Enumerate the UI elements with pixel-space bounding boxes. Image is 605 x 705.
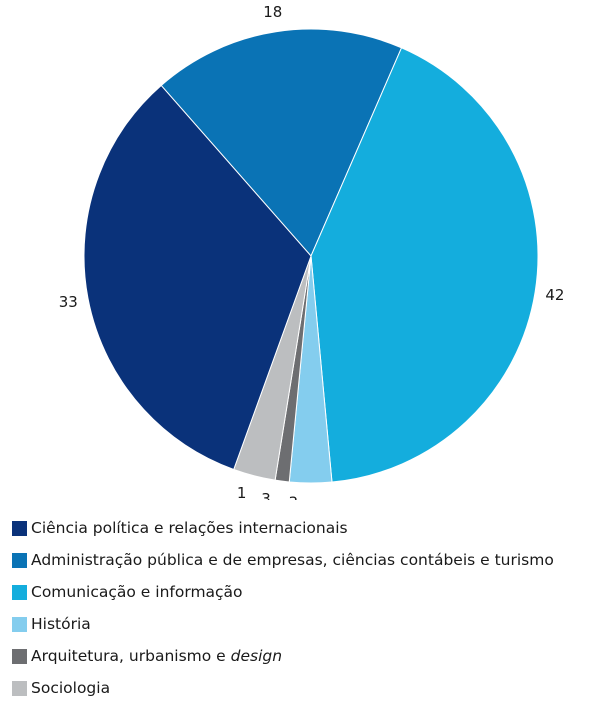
legend-item-historia: História — [12, 608, 554, 640]
chart-legend: Ciência política e relações internaciona… — [12, 512, 554, 704]
pie-value-label: 3 — [289, 493, 299, 500]
legend-label-italic: design — [230, 647, 283, 665]
pie-slice — [83, 84, 312, 471]
pie-value-labels: 184231333 — [59, 3, 565, 500]
legend-label: Comunicação e informação — [31, 583, 243, 601]
pie-slices — [83, 28, 539, 484]
pie-value-label: 18 — [263, 3, 282, 21]
legend-label: Arquitetura, urbanismo e design — [31, 647, 282, 665]
legend-item-arquitetura: Arquitetura, urbanismo e design — [12, 640, 554, 672]
legend-swatch — [12, 584, 27, 600]
legend-item-sociologia: Sociologia — [12, 672, 554, 704]
legend-label: Administração pública e de empresas, ciê… — [31, 551, 554, 569]
legend-item-administracao: Administração pública e de empresas, ciê… — [12, 544, 554, 576]
legend-label-plain: Arquitetura, urbanismo e — [31, 647, 231, 665]
legend-swatch — [12, 680, 27, 696]
pie-slice — [310, 47, 539, 483]
legend-swatch — [12, 520, 27, 536]
legend-item-comunicacao: Comunicação e informação — [12, 576, 554, 608]
pie-chart-plot: 184231333 — [59, 3, 565, 500]
pie-value-label: 33 — [59, 293, 78, 311]
legend-item-ciencia-politica: Ciência política e relações internaciona… — [12, 512, 554, 544]
pie-slice — [160, 28, 403, 257]
legend-label: Sociologia — [31, 679, 111, 697]
pie-value-label: 42 — [545, 286, 564, 304]
legend-swatch — [12, 648, 27, 664]
pie-value-label: 1 — [237, 484, 247, 500]
legend-swatch — [12, 616, 27, 632]
legend-swatch — [12, 552, 27, 568]
legend-label: História — [31, 615, 91, 633]
legend-label: Ciência política e relações internaciona… — [31, 519, 348, 537]
pie-value-label: 3 — [261, 490, 271, 500]
